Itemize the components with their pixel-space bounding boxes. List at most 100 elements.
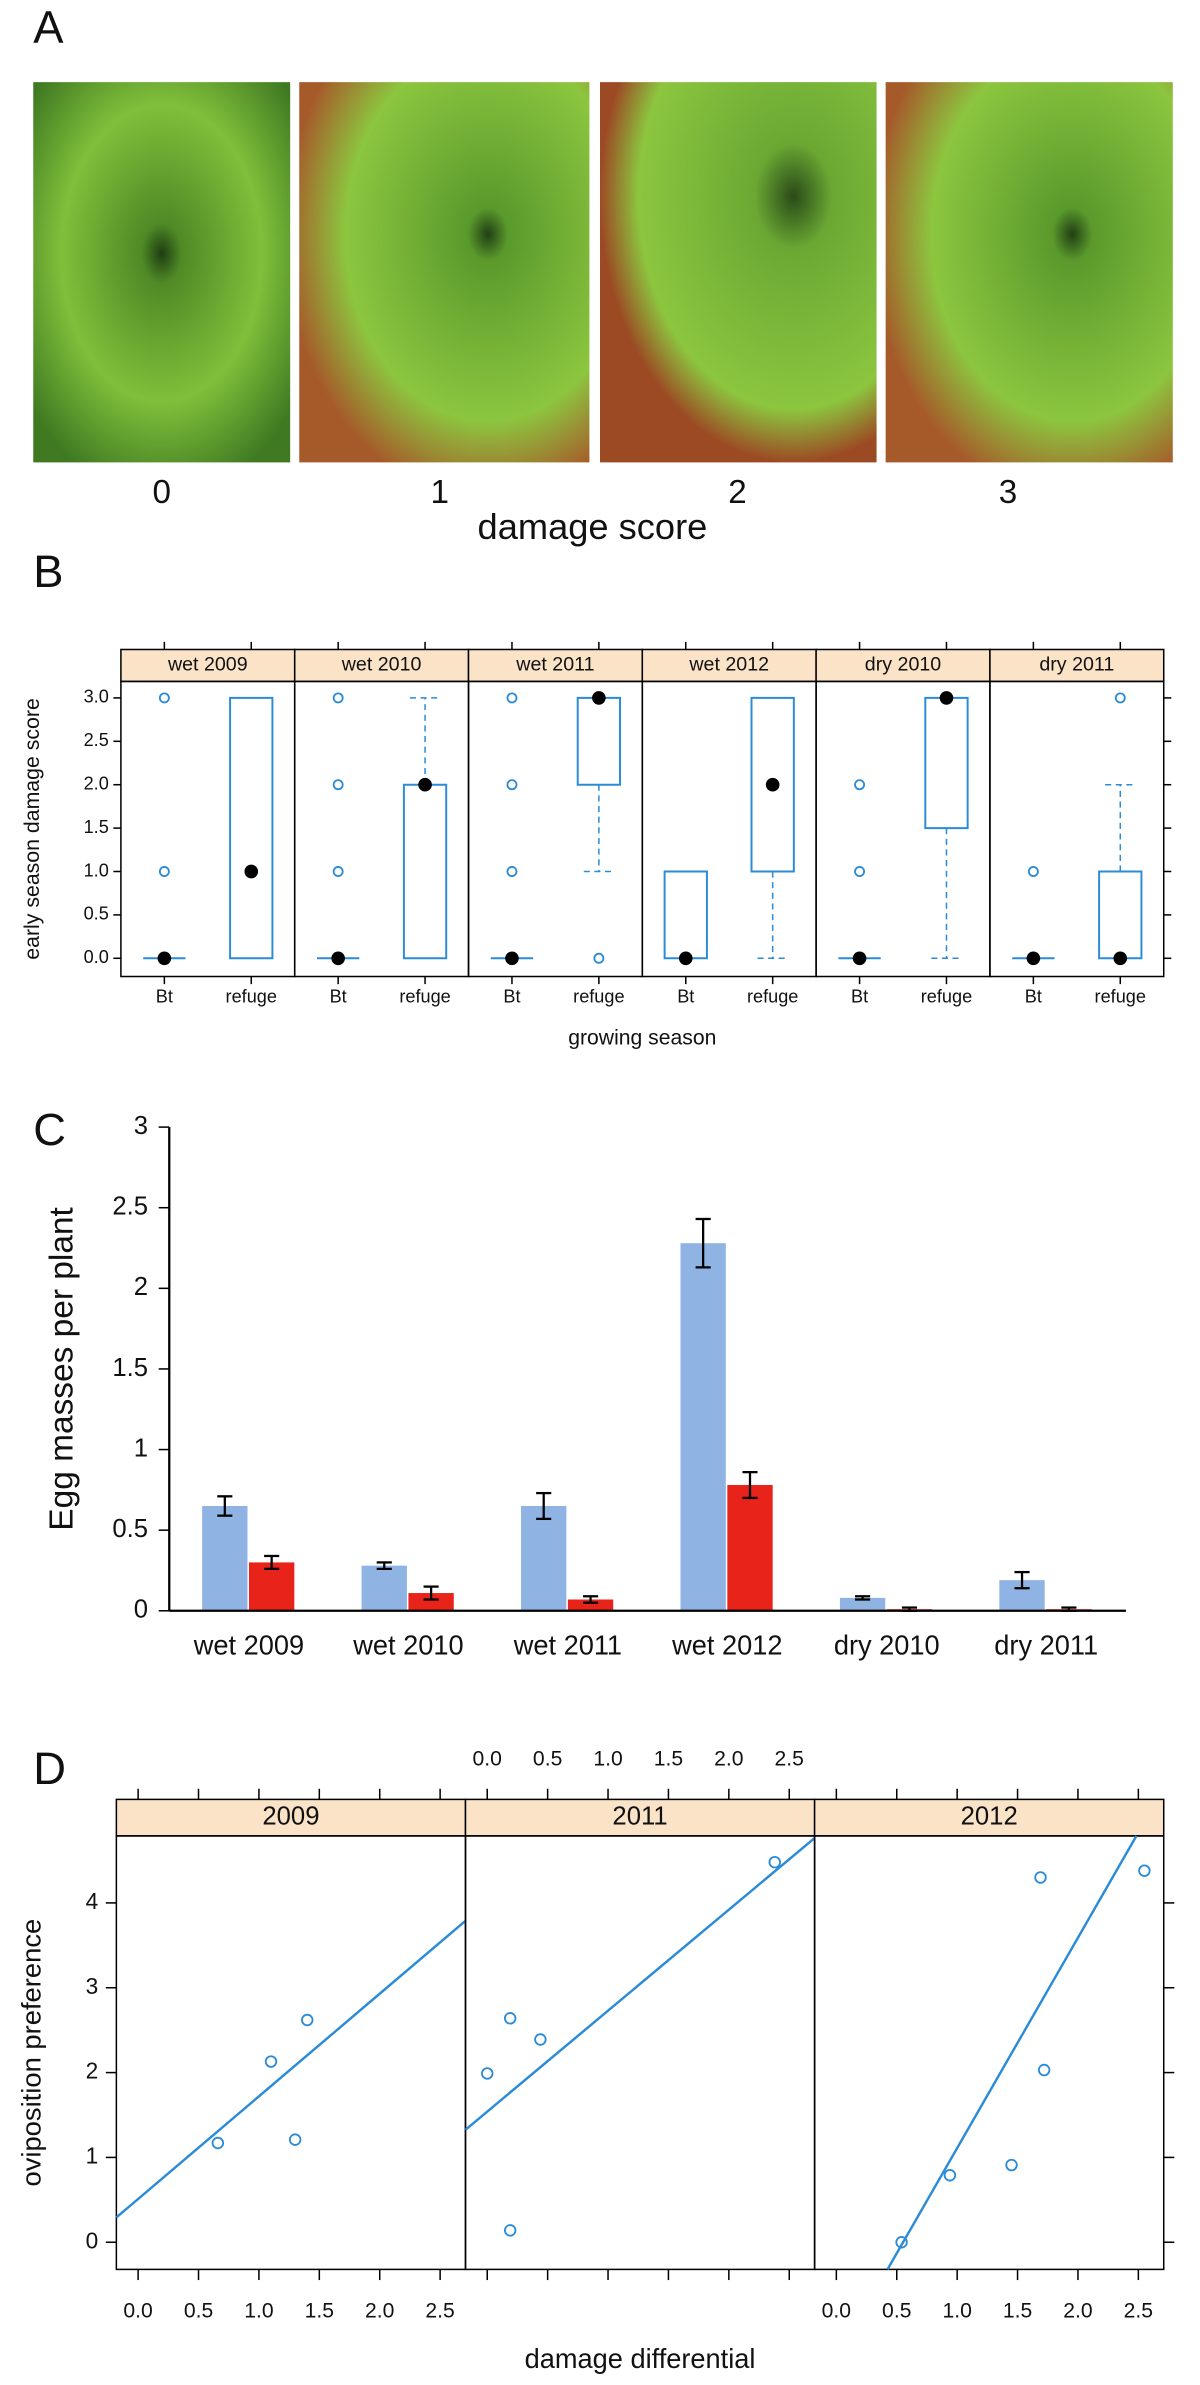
strip bbox=[813, 1798, 1165, 1837]
y-tick-label: 1 bbox=[134, 1434, 148, 1462]
plot-frame bbox=[467, 680, 644, 978]
strip bbox=[989, 648, 1165, 683]
x-tick-label: dry 2010 bbox=[834, 1629, 940, 1660]
y-tick-label: 2.5 bbox=[112, 1192, 148, 1220]
panel-label: D bbox=[33, 1743, 66, 1794]
y-tick-label: 1.5 bbox=[112, 1354, 148, 1382]
x-tick-label: wet 2012 bbox=[671, 1629, 782, 1660]
x-tick-label: 0.0 bbox=[473, 1747, 502, 1770]
x-tick-label: 1.0 bbox=[942, 2300, 971, 2323]
photo-label: 3 bbox=[999, 474, 1017, 511]
x-tick-label: 2.0 bbox=[1063, 2300, 1092, 2323]
outlier bbox=[1027, 866, 1039, 877]
point bbox=[1138, 1864, 1151, 1877]
y-tick-label: 3 bbox=[134, 1112, 148, 1140]
outlier bbox=[506, 866, 518, 877]
x-tick-label: 2.0 bbox=[365, 2300, 394, 2323]
plot-frame bbox=[293, 680, 470, 978]
plot-frame bbox=[813, 1835, 1165, 2271]
point bbox=[1037, 2063, 1051, 2077]
y-tick-label: 3.0 bbox=[84, 687, 109, 707]
outlier bbox=[158, 866, 170, 877]
photo-panel bbox=[33, 82, 1173, 463]
strip bbox=[641, 648, 817, 683]
x-tick-label: 0.0 bbox=[123, 2300, 152, 2323]
bar bbox=[567, 1599, 614, 1611]
median bbox=[939, 691, 954, 705]
outlier bbox=[1114, 692, 1126, 704]
outlier bbox=[332, 692, 344, 704]
bar bbox=[839, 1597, 886, 1611]
point bbox=[503, 2012, 517, 2025]
x-tick-label: 0.5 bbox=[533, 1747, 562, 1770]
fit-line bbox=[464, 1837, 816, 2131]
y-tick-label: 0 bbox=[86, 2227, 99, 2253]
x-tick-label: wet 2009 bbox=[193, 1629, 304, 1660]
fit-line bbox=[886, 1835, 1138, 2271]
x-tick-label: wet 2011 bbox=[513, 1629, 622, 1660]
panel-label: C bbox=[33, 1104, 66, 1155]
point bbox=[895, 2236, 908, 2249]
bar bbox=[521, 1505, 567, 1611]
y-tick-label: 0.5 bbox=[112, 1515, 148, 1543]
median bbox=[765, 777, 780, 792]
median bbox=[678, 951, 693, 966]
box bbox=[576, 696, 622, 786]
point bbox=[264, 2055, 278, 2068]
photo bbox=[600, 82, 877, 463]
point bbox=[1034, 1871, 1047, 1884]
y-tick-label: 4 bbox=[86, 1888, 99, 1914]
x-tick-label: Bt bbox=[330, 987, 347, 1007]
x-tick-label: refuge bbox=[1095, 987, 1146, 1007]
outlier bbox=[332, 779, 344, 791]
outlier bbox=[506, 779, 518, 791]
plot-frame bbox=[641, 680, 817, 978]
plot-frame bbox=[989, 680, 1165, 978]
y-tick-label: 1.0 bbox=[84, 860, 109, 880]
x-tick-label: 2.5 bbox=[425, 2300, 454, 2323]
outlier bbox=[854, 866, 866, 877]
point bbox=[534, 2033, 547, 2046]
median bbox=[505, 951, 519, 966]
y-tick-label: 1.5 bbox=[84, 817, 109, 837]
median bbox=[244, 864, 259, 879]
x-tick-label: 0.0 bbox=[822, 2300, 851, 2323]
x-tick-label: Bt bbox=[851, 987, 868, 1007]
y-tick-label: 2 bbox=[134, 1273, 148, 1301]
bar bbox=[361, 1565, 407, 1611]
strip-title: wet 2012 bbox=[688, 654, 769, 676]
bar bbox=[680, 1243, 726, 1611]
x-tick-label: refuge bbox=[399, 987, 450, 1007]
photo bbox=[33, 82, 291, 463]
x-tick-label: Bt bbox=[156, 987, 173, 1007]
outlier bbox=[506, 692, 518, 704]
outlier bbox=[854, 779, 866, 791]
x-tick-label: Bt bbox=[503, 987, 520, 1007]
strip bbox=[293, 648, 470, 683]
panel-label: A bbox=[33, 1, 64, 52]
median bbox=[157, 951, 172, 966]
point bbox=[288, 2133, 302, 2146]
strip-title: wet 2009 bbox=[167, 654, 248, 676]
median bbox=[1113, 951, 1128, 966]
y-tick-label: 0.0 bbox=[84, 947, 109, 967]
axis-label: Egg masses per plant bbox=[43, 1206, 80, 1530]
point bbox=[503, 2224, 517, 2237]
bar bbox=[727, 1485, 773, 1611]
x-tick-label: refuge bbox=[921, 987, 972, 1007]
axis-label: early season damage score bbox=[21, 698, 44, 960]
x-tick-label: refuge bbox=[573, 987, 624, 1007]
photo bbox=[885, 82, 1173, 463]
x-tick-label: dry 2011 bbox=[994, 1629, 1098, 1660]
x-tick-label: Bt bbox=[677, 987, 694, 1007]
x-tick-label: 2.0 bbox=[714, 1747, 743, 1770]
outlier bbox=[593, 952, 605, 964]
bar bbox=[248, 1562, 295, 1611]
point bbox=[1005, 2158, 1018, 2172]
strip-title: dry 2010 bbox=[865, 654, 941, 676]
median bbox=[592, 691, 606, 705]
plot-frame bbox=[120, 680, 296, 978]
x-tick-label: 2.5 bbox=[1124, 2300, 1153, 2323]
photo bbox=[299, 82, 590, 463]
